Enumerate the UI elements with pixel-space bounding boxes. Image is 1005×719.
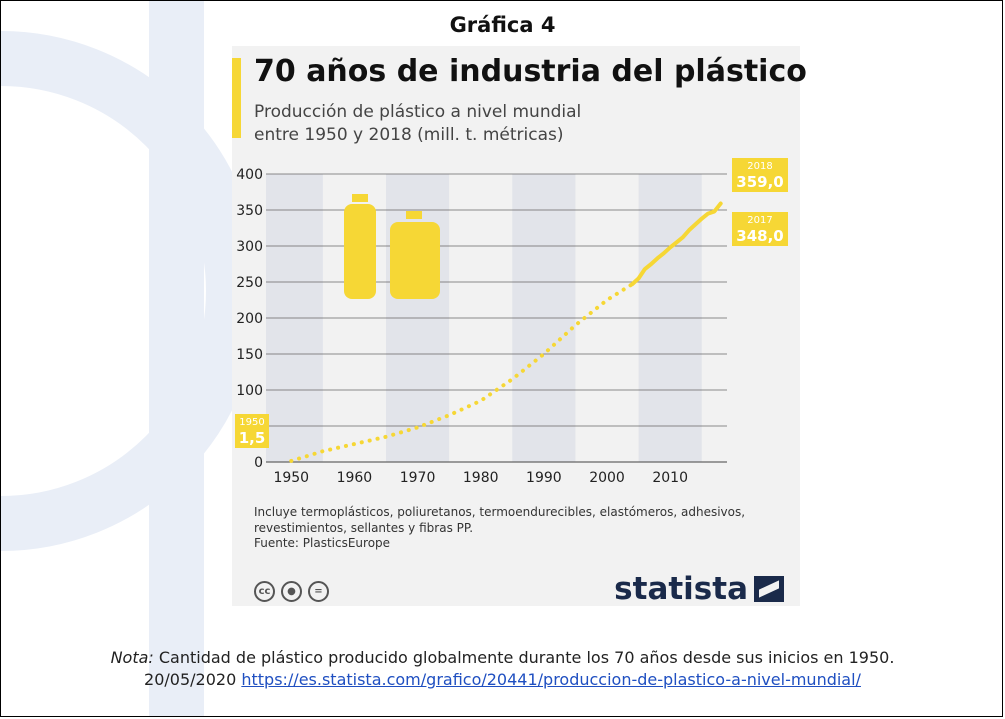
annotation-value: 359,0 bbox=[736, 173, 783, 191]
bottle-body bbox=[344, 204, 376, 299]
jerrycan-body bbox=[390, 222, 440, 299]
jerrycan-icon bbox=[406, 211, 422, 219]
figure-note: Nota: Cantidad de plástico producido glo… bbox=[1, 647, 1002, 691]
y-tick-label: 250 bbox=[236, 275, 263, 291]
x-tick-label: 1970 bbox=[400, 470, 436, 486]
x-tick-label: 1980 bbox=[463, 470, 499, 486]
annotation-box bbox=[235, 414, 269, 448]
watermark-bar bbox=[149, 1, 204, 716]
y-tick-label: 300 bbox=[236, 239, 263, 255]
y-tick-label: 100 bbox=[236, 383, 263, 399]
infographic: 70 años de industria del plástico Produc… bbox=[232, 46, 807, 607]
note-label: Nota: bbox=[110, 648, 154, 667]
statista-mark-icon bbox=[754, 576, 784, 602]
series-line-dotted bbox=[289, 282, 635, 463]
cc-icon: cc bbox=[254, 581, 275, 602]
y-tick-label: 0 bbox=[254, 455, 263, 471]
chart-title: 70 años de industria del plástico bbox=[254, 54, 807, 89]
chart-source: Fuente: PlasticsEurope bbox=[254, 536, 391, 550]
x-tick-label: 2010 bbox=[652, 470, 688, 486]
annotation-box bbox=[732, 212, 788, 246]
source-link[interactable]: https://es.statista.com/grafico/20441/pr… bbox=[241, 670, 861, 689]
annotation-box bbox=[732, 158, 788, 192]
y-tick-label: 400 bbox=[236, 167, 263, 183]
series-line-solid bbox=[630, 201, 723, 287]
by-icon: ● bbox=[281, 581, 302, 602]
chart-subtitle: Producción de plástico a nivel mundial e… bbox=[254, 101, 674, 147]
y-tick-label: 150 bbox=[236, 347, 263, 363]
brand-name: statista bbox=[614, 571, 748, 607]
x-tick-label: 1960 bbox=[337, 470, 373, 486]
x-tick-label: 2000 bbox=[589, 470, 625, 486]
subtitle-line-2: entre 1950 y 2018 (mill. t. métricas) bbox=[254, 125, 564, 145]
y-tick-label: 200 bbox=[236, 311, 263, 327]
nd-icon: = bbox=[308, 581, 329, 602]
annotation-year: 1950 bbox=[239, 417, 264, 428]
annotation-year: 2018 bbox=[747, 161, 772, 172]
title-accent bbox=[232, 58, 241, 138]
note-text: Cantidad de plástico producido globalmen… bbox=[153, 648, 895, 667]
note-date: 20/05/2020 bbox=[144, 670, 242, 689]
y-tick-label: 350 bbox=[236, 203, 263, 219]
x-tick-label: 1990 bbox=[526, 470, 562, 486]
annotation-value: 348,0 bbox=[736, 227, 783, 245]
x-tick-label: 1950 bbox=[273, 470, 309, 486]
subtitle-line-1: Producción de plástico a nivel mundial bbox=[254, 102, 582, 122]
bottle-icon bbox=[352, 194, 368, 202]
statista-logo: statista bbox=[614, 571, 784, 607]
figure-label: Gráfica 4 bbox=[449, 13, 556, 37]
annotation-value: 1,5 bbox=[239, 429, 266, 447]
annotation-year: 2017 bbox=[747, 215, 772, 226]
chart-footnote: Incluye termoplásticos, poliuretanos, te… bbox=[254, 505, 746, 535]
line-chart: 0501001502002503003504001950196019701980… bbox=[235, 158, 788, 486]
watermark-arc bbox=[1, 31, 261, 551]
license-icons: cc ● = bbox=[254, 581, 329, 605]
